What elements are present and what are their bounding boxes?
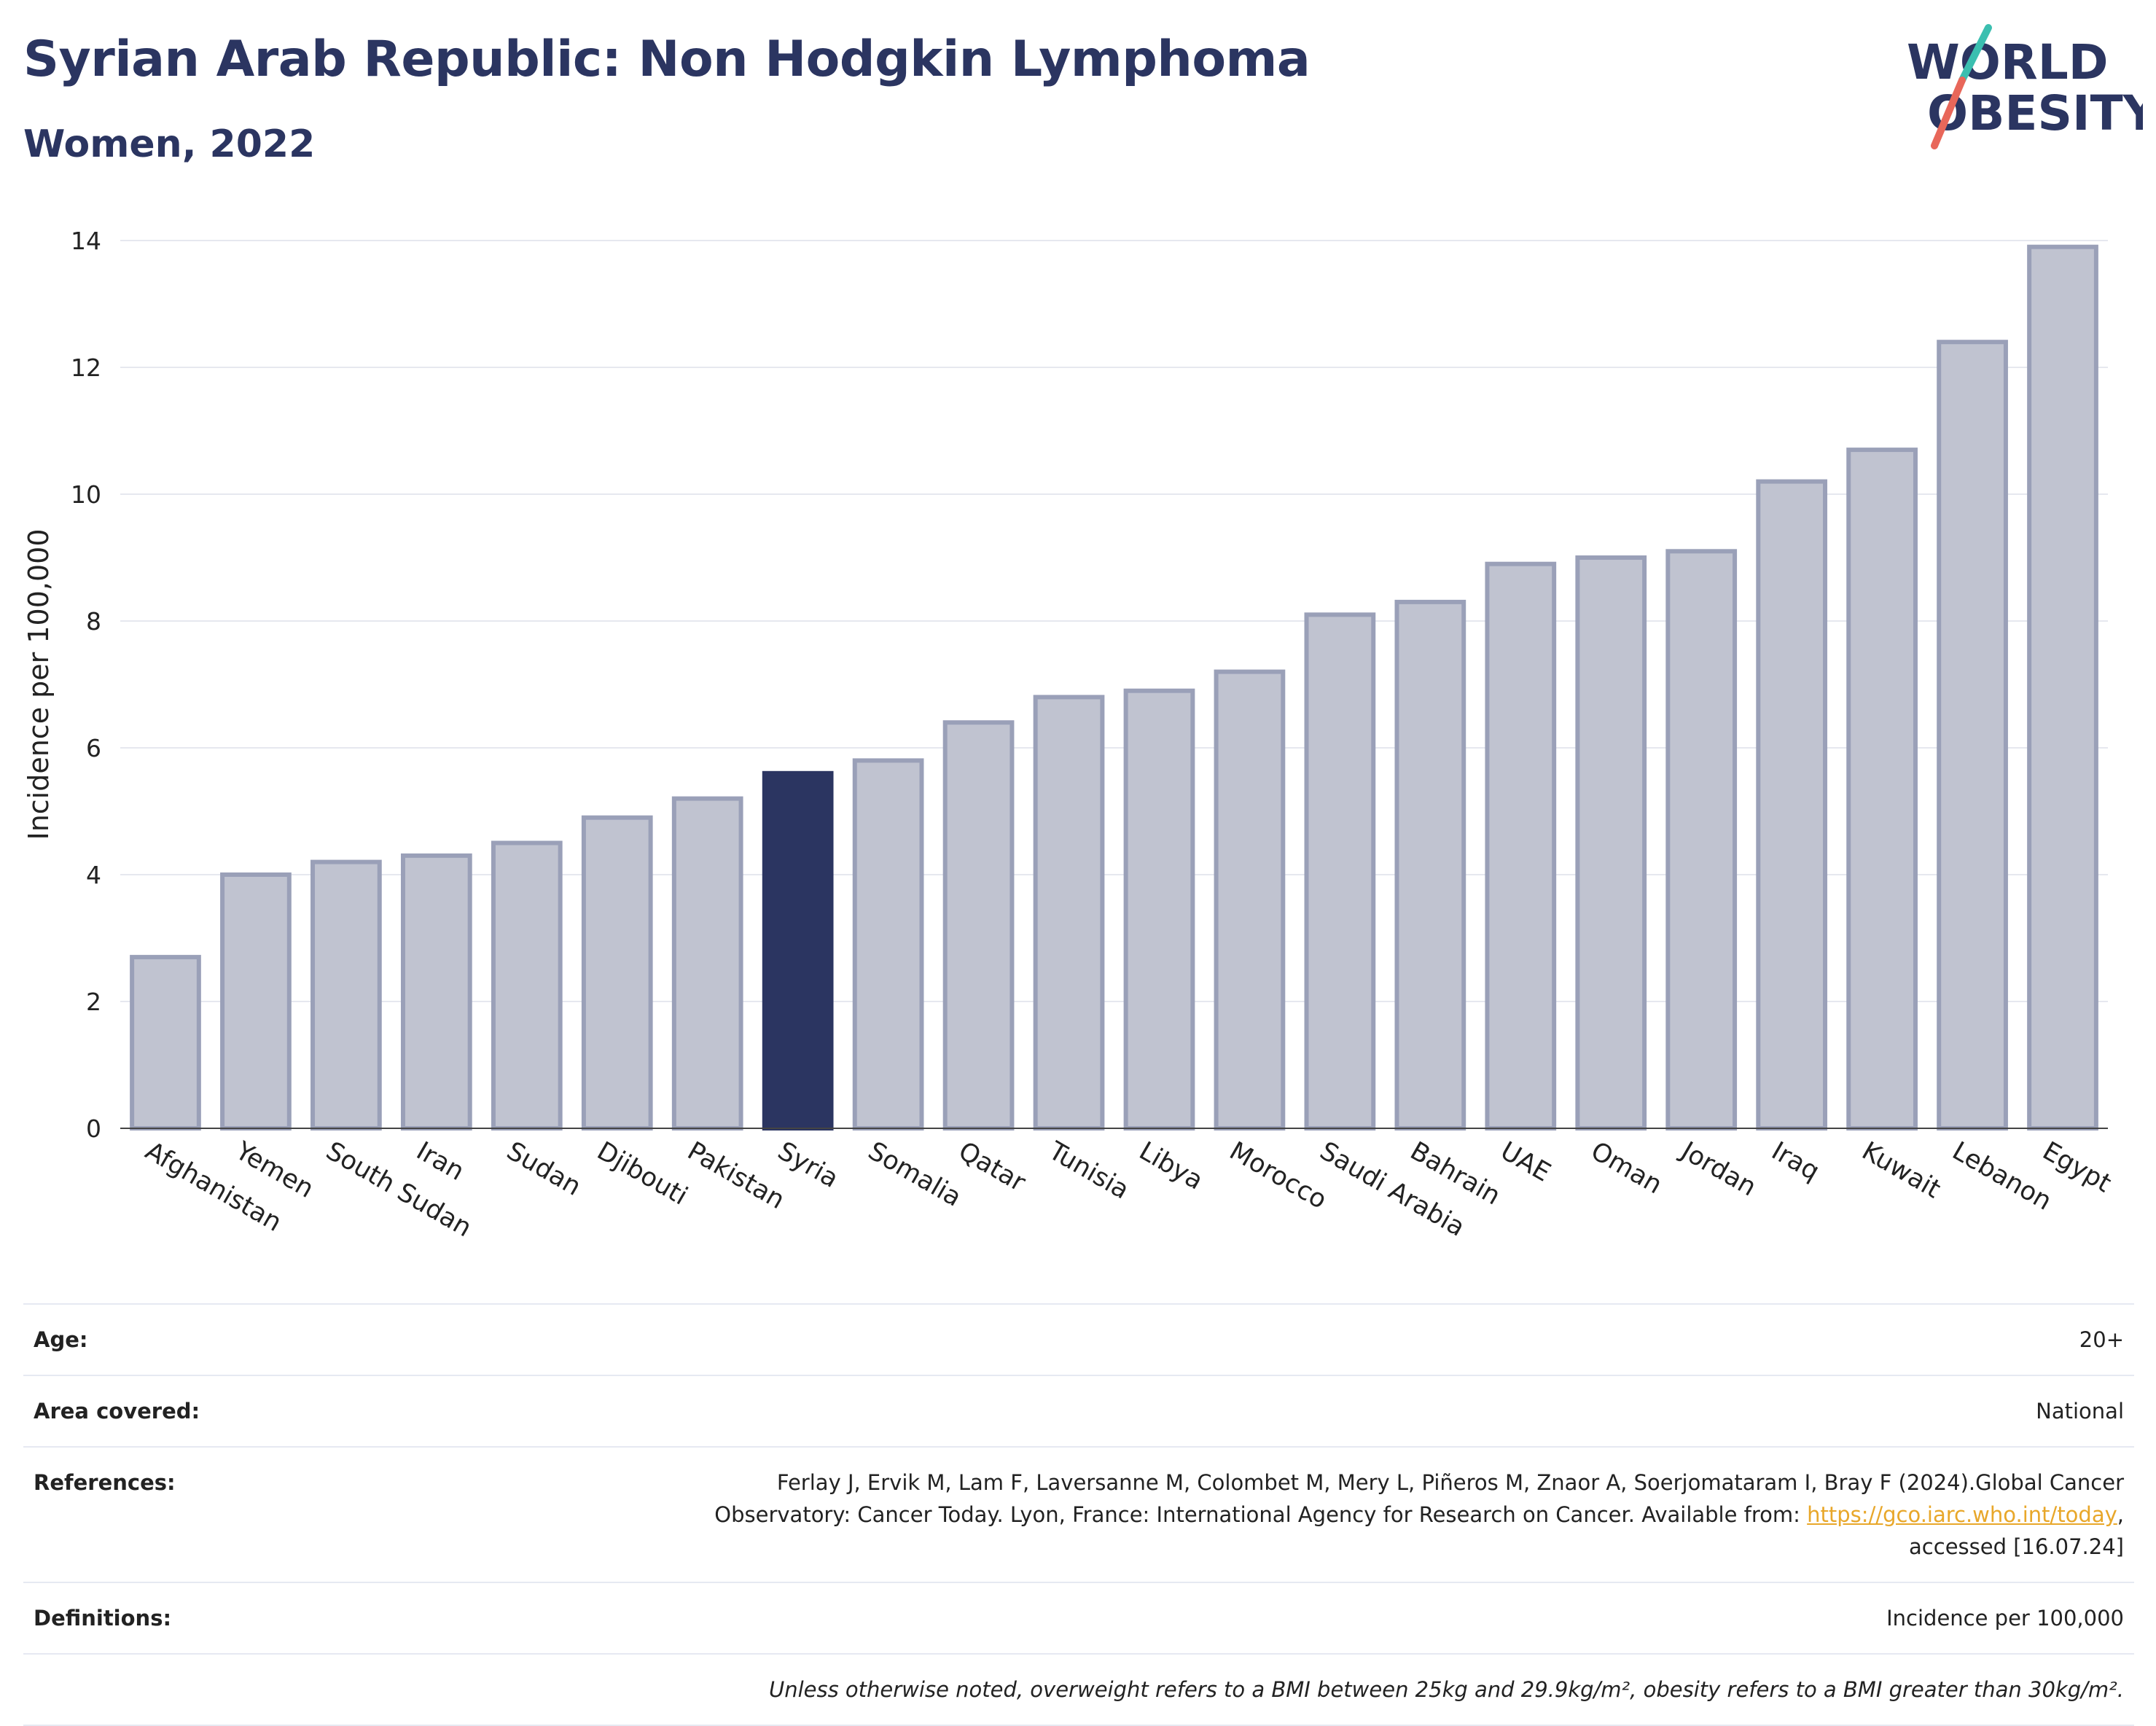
definitions-label: Definitions: — [23, 1582, 423, 1654]
y-tick-label: 0 — [86, 1114, 101, 1143]
logo-slash-top — [1958, 24, 1992, 84]
bar-somalia — [852, 758, 924, 1131]
x-tick-label: Kuwait — [1857, 1136, 1945, 1204]
references-line4: accessed [16.07.24] — [1909, 1534, 2124, 1559]
bar-qatar — [942, 720, 1015, 1131]
y-tick-label: 6 — [86, 734, 101, 762]
bars — [130, 244, 2098, 1131]
y-tick-labels: 0 2 4 6 8 10 12 14 — [71, 227, 101, 1143]
note-label-empty — [23, 1653, 423, 1726]
x-tick-label: Somalia — [863, 1136, 966, 1213]
x-tick-label: Morocco — [1225, 1136, 1332, 1215]
bar-south-sudan — [310, 859, 382, 1131]
bar-iraq — [1756, 479, 1828, 1131]
world-obesity-logo: WORLD OBESITY — [1895, 15, 2156, 160]
age-value: 20+ — [423, 1303, 2134, 1375]
x-tick-label: Iran — [411, 1136, 469, 1187]
logo-slash-bottom — [1931, 77, 1966, 149]
y-tick-label: 8 — [86, 607, 101, 636]
x-tick-label: Iraq — [1767, 1136, 1824, 1187]
bar-syria — [762, 770, 834, 1131]
x-tick-label: Djibouti — [592, 1136, 692, 1211]
references-value: Ferlay J, Ervik M, Lam F, Laversanne M, … — [423, 1446, 2134, 1582]
area-value: National — [423, 1375, 2134, 1447]
definitions-value: Incidence per 100,000 — [423, 1582, 2134, 1654]
info-row-note: Unless otherwise noted, overweight refer… — [23, 1653, 2134, 1726]
references-line1: Ferlay J, Ervik M, Lam F, Laversanne M, … — [776, 1470, 2124, 1495]
age-label: Age: — [23, 1303, 423, 1375]
y-tick-label: 14 — [71, 227, 101, 255]
references-link[interactable]: https://gco.iarc.who.int/today — [1807, 1502, 2117, 1527]
x-tick-label: Syria — [773, 1136, 843, 1194]
x-tick-label: UAE — [1496, 1136, 1555, 1187]
y-tick-label: 12 — [71, 354, 101, 382]
bar-djibouti — [581, 815, 653, 1131]
y-tick-label: 4 — [86, 861, 101, 889]
bar-uae — [1485, 561, 1557, 1131]
bar-jordan — [1665, 549, 1738, 1131]
references-line2: Observatory: Cancer Today. Lyon, France:… — [714, 1502, 1808, 1527]
bar-iran — [400, 853, 472, 1131]
x-tick-label: Pakistan — [682, 1136, 789, 1215]
info-row-area: Area covered: National — [23, 1375, 2134, 1447]
bar-lebanon — [1937, 340, 2008, 1131]
bar-bahrain — [1394, 599, 1466, 1131]
x-tick-label: Lebanon — [1948, 1136, 2057, 1217]
bar-saudi-arabia — [1304, 612, 1376, 1131]
references-label: References: — [23, 1446, 423, 1582]
logo-line1: WORLD — [1907, 34, 2109, 90]
bmi-note: Unless otherwise noted, overweight refer… — [423, 1653, 2134, 1726]
y-axis-label: Incidence per 100,000 — [23, 528, 55, 840]
references-suffix: , — [2117, 1502, 2124, 1527]
page-title: Syrian Arab Republic: Non Hodgkin Lympho… — [23, 31, 1311, 88]
bar-sudan — [491, 840, 563, 1131]
info-row-references: References: Ferlay J, Ervik M, Lam F, La… — [23, 1446, 2134, 1582]
bar-afghanistan — [130, 955, 201, 1131]
bar-egypt — [2027, 244, 2098, 1131]
bar-oman — [1575, 555, 1647, 1131]
logo-line2: OBESITY — [1927, 85, 2143, 141]
bar-tunisia — [1033, 695, 1105, 1131]
y-tick-label: 2 — [86, 988, 101, 1016]
x-tick-label: Sudan — [501, 1136, 585, 1202]
x-tick-label: Libya — [1134, 1136, 1208, 1195]
info-row-definitions: Definitions: Incidence per 100,000 — [23, 1582, 2134, 1654]
area-label: Area covered: — [23, 1375, 423, 1447]
bar-libya — [1123, 688, 1195, 1131]
bar-yemen — [220, 872, 292, 1131]
page-subtitle: Women, 2022 — [23, 122, 316, 166]
bar-pakistan — [671, 796, 743, 1131]
y-tick-label: 10 — [71, 480, 101, 509]
bar-morocco — [1214, 669, 1286, 1131]
x-tick-label: Oman — [1586, 1136, 1667, 1200]
info-row-age: Age: 20+ — [23, 1303, 2134, 1375]
x-tick-label: Tunisia — [1043, 1136, 1133, 1206]
bar-kuwait — [1846, 448, 1918, 1131]
x-tick-label: Jordan — [1675, 1136, 1761, 1202]
info-table: Age: 20+ Area covered: National Referenc… — [23, 1303, 2134, 1726]
